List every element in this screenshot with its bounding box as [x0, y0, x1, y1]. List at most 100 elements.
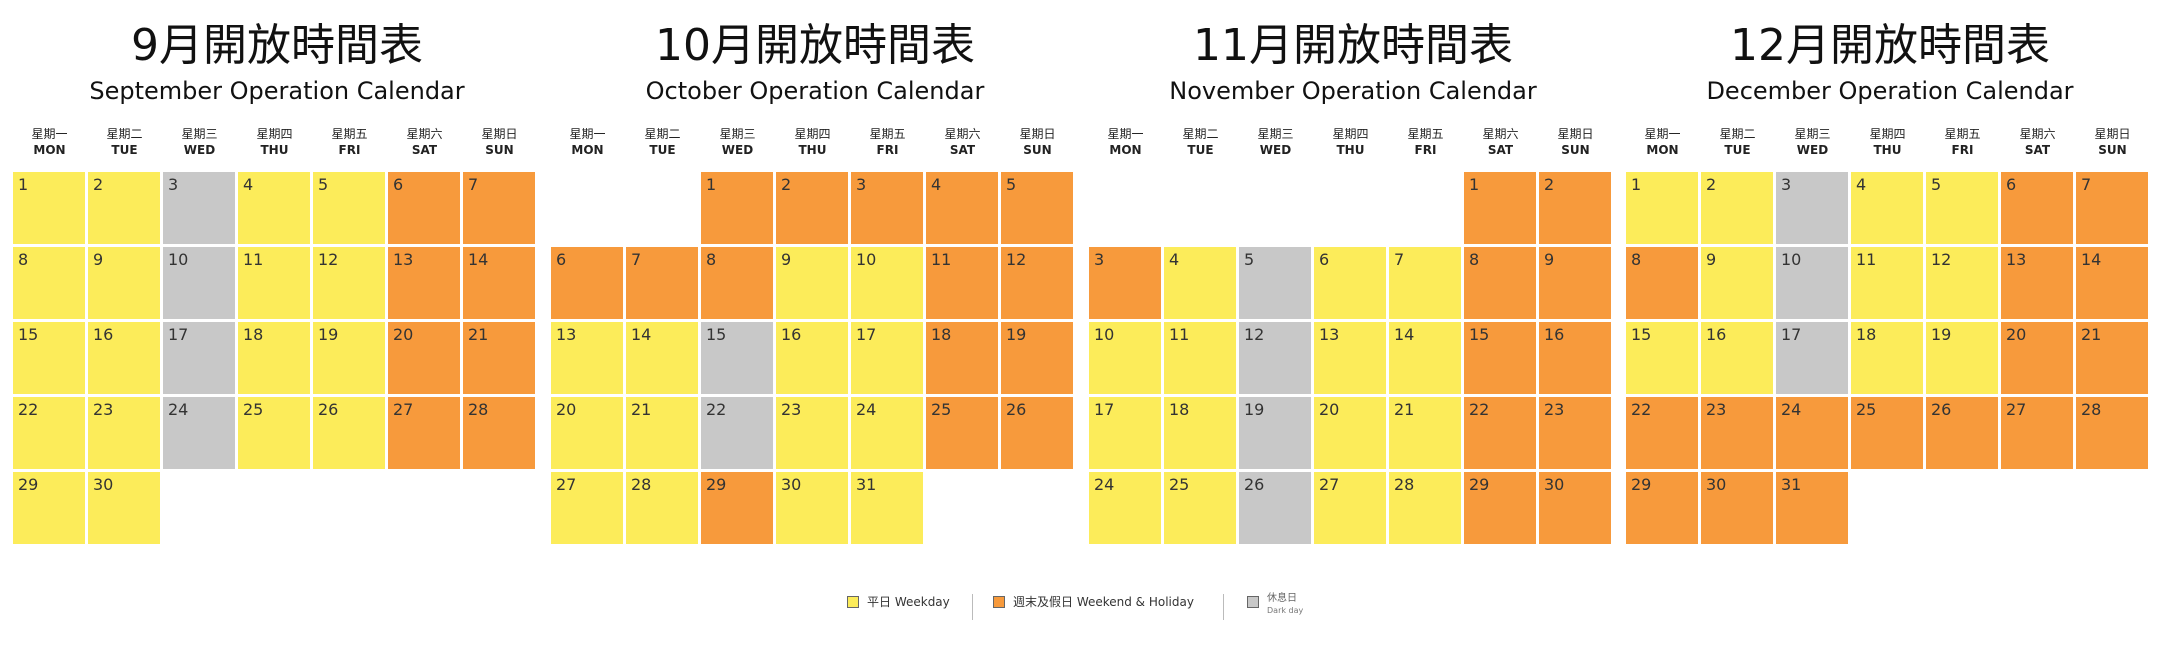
weekday-header-zh: 星期日	[481, 127, 518, 141]
day-cell: 30	[776, 472, 848, 544]
weekday-header-zh: 星期四	[1869, 127, 1906, 141]
day-cell: 18	[1164, 397, 1236, 469]
day-cell: 2	[776, 172, 848, 244]
weekday-swatch	[847, 596, 859, 608]
weekday-header-zh: 星期三	[181, 127, 218, 141]
day-cell: 17	[851, 322, 923, 394]
weekday-header: 星期日 SUN	[2075, 126, 2150, 158]
day-cell: 16	[1539, 322, 1611, 394]
day-cell: 22	[1464, 397, 1536, 469]
legend-weekend-label: 週末及假日 Weekend & Holiday	[1013, 595, 1194, 609]
weekday-header: 星期六 SAT	[387, 126, 462, 158]
day-cell: 30	[1539, 472, 1611, 544]
day-cell: 29	[1626, 472, 1698, 544]
weekday-header-en: SUN	[1023, 143, 1052, 157]
day-cell: 15	[13, 322, 85, 394]
weekday-header: 星期五 FRI	[312, 126, 387, 158]
day-cell: 5	[1926, 172, 1998, 244]
day-cell: 4	[1851, 172, 1923, 244]
day-cell: 26	[313, 397, 385, 469]
day-cell: 6	[2001, 172, 2073, 244]
day-cell: 28	[2076, 397, 2148, 469]
weekday-header-zh: 星期一	[1644, 127, 1681, 141]
weekday-header-zh: 星期二	[1182, 127, 1219, 141]
weekday-header: 星期四 THU	[1850, 126, 1925, 158]
legend-divider	[1223, 594, 1224, 620]
month-calendar: 12月開放時間表 December Operation Calendar 星期一 MO…	[1620, 0, 2160, 560]
weekday-header-zh: 星期五	[869, 127, 906, 141]
day-cell: 25	[926, 397, 998, 469]
day-cell: 20	[1314, 397, 1386, 469]
weekday-header: 星期六 SAT	[925, 126, 1000, 158]
day-cell: 8	[1464, 247, 1536, 319]
weekday-header-en: SUN	[1561, 143, 1590, 157]
day-cell: 9	[776, 247, 848, 319]
day-cell: 21	[463, 322, 535, 394]
weekday-header-en: SAT	[2024, 143, 2051, 157]
day-cell: 22	[701, 397, 773, 469]
day-cell: 23	[1539, 397, 1611, 469]
day-cell: 11	[1851, 247, 1923, 319]
day-cell: 21	[626, 397, 698, 469]
weekday-header-zh: 星期四	[1332, 127, 1369, 141]
day-cell: 25	[1164, 472, 1236, 544]
weekday-header-zh: 星期五	[1407, 127, 1444, 141]
day-cell: 17	[1089, 397, 1161, 469]
weekday-header: 星期一 MON	[1625, 126, 1700, 158]
weekday-header-en: SAT	[1487, 143, 1514, 157]
day-cell: 20	[551, 397, 623, 469]
weekday-header-en: THU	[798, 143, 827, 157]
day-cell: 29	[1464, 472, 1536, 544]
day-cell: 3	[1089, 247, 1161, 319]
day-cell: 30	[1701, 472, 1773, 544]
weekday-header-zh: 星期一	[569, 127, 606, 141]
day-cell: 11	[926, 247, 998, 319]
weekday-header-en: SUN	[2098, 143, 2127, 157]
day-cell: 15	[1626, 322, 1698, 394]
day-cell: 13	[388, 247, 460, 319]
day-cell: 30	[88, 472, 160, 544]
day-cell: 27	[388, 397, 460, 469]
weekday-header-zh: 星期日	[1019, 127, 1056, 141]
day-cell: 24	[163, 397, 235, 469]
weekday-header: 星期三 WED	[1775, 126, 1850, 158]
day-cell: 12	[1001, 247, 1073, 319]
day-cell: 4	[238, 172, 310, 244]
weekday-header-zh: 星期三	[1257, 127, 1294, 141]
day-cell: 11	[238, 247, 310, 319]
weekday-header-zh: 星期六	[944, 127, 981, 141]
month-title: 9月開放時間表	[131, 20, 423, 71]
weekday-header: 星期三 WED	[1238, 126, 1313, 158]
day-cell: 29	[701, 472, 773, 544]
month-title: 10月開放時間表	[655, 20, 975, 71]
weekday-header-en: TUE	[1187, 143, 1214, 157]
day-cell: 17	[1776, 322, 1848, 394]
weekday-header-en: SUN	[485, 143, 514, 157]
weekday-header: 星期二 TUE	[625, 126, 700, 158]
day-cell: 22	[13, 397, 85, 469]
day-cell: 25	[238, 397, 310, 469]
day-cell: 10	[1776, 247, 1848, 319]
day-cell: 3	[1776, 172, 1848, 244]
day-cell: 26	[1001, 397, 1073, 469]
weekday-header: 星期日 SUN	[1000, 126, 1075, 158]
weekday-header-zh: 星期二	[644, 127, 681, 141]
dark-swatch	[1247, 596, 1259, 608]
weekday-header-en: WED	[1259, 143, 1292, 157]
weekday-header: 星期一 MON	[12, 126, 87, 158]
day-cell: 27	[2001, 397, 2073, 469]
day-cell: 26	[1239, 472, 1311, 544]
day-cell: 24	[851, 397, 923, 469]
month-calendar: 11月開放時間表 November Operation Calendar 星期一 MO…	[1083, 0, 1623, 560]
day-cell: 28	[626, 472, 698, 544]
day-cell: 9	[1701, 247, 1773, 319]
weekday-header-en: FRI	[338, 143, 361, 157]
day-cell: 10	[163, 247, 235, 319]
month-title: 12月開放時間表	[1730, 20, 2050, 71]
day-cell: 15	[1464, 322, 1536, 394]
day-cell: 9	[88, 247, 160, 319]
day-cell: 16	[776, 322, 848, 394]
weekday-header: 星期一 MON	[550, 126, 625, 158]
weekday-header-zh: 星期二	[1719, 127, 1756, 141]
weekday-header-en: THU	[1873, 143, 1902, 157]
